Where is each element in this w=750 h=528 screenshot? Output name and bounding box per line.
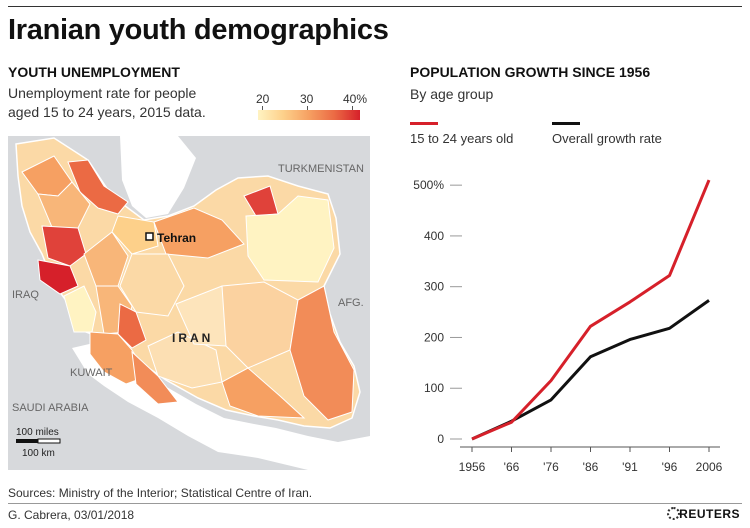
legend-swatch-youth	[410, 122, 438, 125]
iran-label: IRAN	[172, 331, 213, 345]
x-tick-label: 2006	[696, 460, 723, 474]
province-bushehr	[131, 350, 179, 405]
turkmenistan-label: TURKMENISTAN	[278, 163, 364, 175]
y-tick-label: 200	[424, 330, 444, 344]
legend-swatch-overall	[552, 122, 580, 125]
y-tick-label: 300	[424, 280, 444, 294]
province-hormozgan	[221, 367, 306, 419]
x-tick-label: '91	[622, 460, 638, 474]
province-hamadan	[83, 231, 129, 287]
series-line-youth	[471, 179, 711, 441]
footer-rule	[8, 503, 742, 504]
iran-unemployment-map: Tehran IRAN TURKMENISTAN IRAQ AFG. KUWAI…	[8, 136, 370, 470]
y-tick-label: 400	[424, 229, 444, 243]
x-tick-label: 1956	[459, 460, 486, 474]
legend-tick	[352, 106, 353, 111]
growth-subtitle: By age group	[410, 86, 494, 102]
province-razavi-khorasan	[245, 195, 335, 283]
sources-text: Sources: Ministry of the Interior; Stati…	[8, 486, 313, 500]
saudi-arabia-label: SAUDI ARABIA	[12, 402, 89, 414]
page-title: Iranian youth demographics	[8, 14, 389, 46]
x-tick-label: '66	[504, 460, 520, 474]
province-sistan-baluchestan	[289, 285, 355, 421]
legend-label-20: 20	[256, 92, 270, 106]
legend-color-ramp	[258, 110, 360, 120]
iraq-label: IRAQ	[12, 289, 39, 301]
y-tick-label: 100	[424, 381, 444, 395]
legend-tick	[262, 106, 263, 111]
population-growth-chart: 0 100 200 300 400 500% 1956 '66 '76 '86 '91 '96 2006	[413, 178, 723, 474]
reuters-brand: REUTERS	[679, 507, 740, 521]
y-tick-label: 500%	[413, 178, 444, 192]
afg-label: AFG.	[338, 297, 364, 309]
tehran-marker-icon	[145, 232, 154, 241]
tehran-label: Tehran	[157, 231, 196, 245]
province-kurdistan	[41, 225, 87, 267]
legend-label-30: 30	[300, 92, 314, 106]
legend-tick	[307, 106, 308, 111]
province-qazvin	[111, 215, 159, 255]
credit-text: G. Cabrera, 03/01/2018	[8, 508, 135, 522]
top-rule	[8, 6, 742, 7]
reuters-logo-icon	[667, 507, 680, 520]
unemployment-heading: YOUTH UNEMPLOYMENT	[8, 64, 180, 80]
legend-label-40: 40%	[343, 92, 368, 106]
unemployment-subtitle-2: aged 15 to 24 years, 2015 data.	[8, 104, 206, 120]
scale-bar-km	[37, 438, 61, 444]
scale-km-label: 100 km	[22, 448, 55, 459]
kuwait-label: KUWAIT	[70, 367, 113, 379]
growth-heading: POPULATION GROWTH SINCE 1956	[410, 64, 651, 80]
series-line-overall	[471, 299, 710, 441]
province-isfahan	[119, 253, 185, 317]
legend-label-youth: 15 to 24 years old	[410, 131, 514, 146]
province-kohgiluyeh	[117, 303, 147, 349]
province-kermanshah	[37, 259, 79, 295]
x-tick-label: '76	[543, 460, 559, 474]
province-ilam	[63, 285, 97, 333]
x-tick-label: '86	[583, 460, 599, 474]
x-tick-label: '96	[662, 460, 678, 474]
unemployment-subtitle-1: Unemployment rate for people	[8, 85, 197, 101]
caspian-sea	[120, 136, 196, 218]
scale-bar-miles	[16, 439, 38, 443]
y-tick-label: 0	[437, 432, 444, 446]
legend-label-overall: Overall growth rate	[552, 131, 662, 146]
scale-miles-label: 100 miles	[16, 427, 59, 438]
